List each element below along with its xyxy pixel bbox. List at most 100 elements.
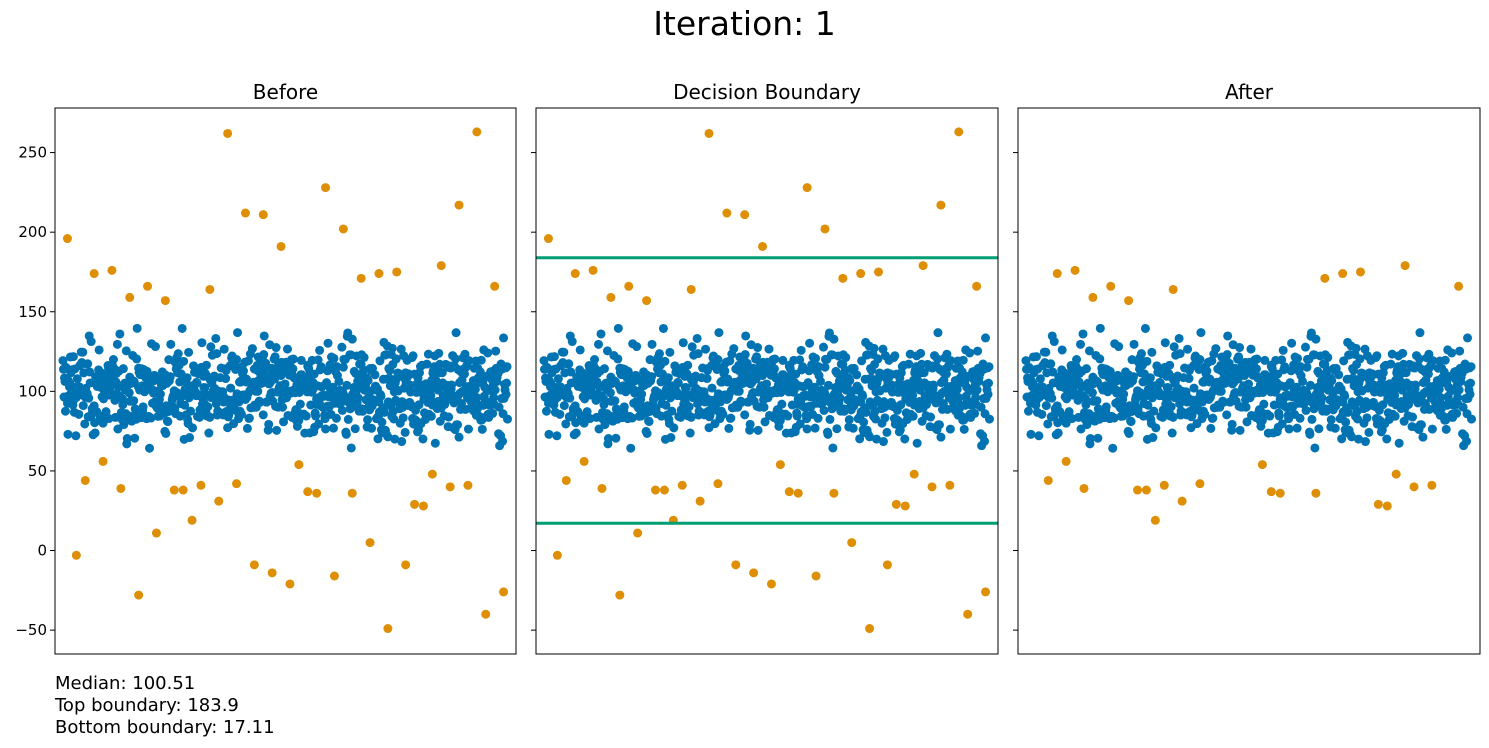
inlier-point <box>264 419 274 429</box>
inlier-point <box>663 373 673 383</box>
inlier-point <box>795 355 805 365</box>
inlier-point <box>1418 432 1428 442</box>
inlier-point <box>1295 413 1305 423</box>
inlier-point <box>1216 386 1226 396</box>
inlier-point <box>1293 353 1303 363</box>
inlier-point <box>912 438 922 448</box>
inlier-point <box>1285 378 1295 388</box>
inlier-point <box>394 369 404 379</box>
outlier-point <box>927 482 937 492</box>
inlier-point <box>78 401 88 411</box>
inlier-point <box>665 347 675 357</box>
inlier-point <box>1124 428 1134 438</box>
inlier-point <box>502 378 512 388</box>
outlier-point <box>802 183 812 193</box>
inlier-point <box>1441 424 1451 434</box>
inlier-point <box>1084 346 1094 356</box>
inlier-point <box>1242 417 1252 427</box>
inlier-point <box>740 410 750 420</box>
inlier-point <box>422 359 432 369</box>
inlier-point <box>1241 402 1251 412</box>
inlier-point <box>818 342 828 352</box>
inlier-point <box>1372 351 1382 361</box>
inlier-point <box>718 409 728 419</box>
inlier-point <box>724 423 734 433</box>
inlier-point <box>200 383 210 393</box>
inlier-point <box>692 333 702 343</box>
inlier-point <box>271 343 281 353</box>
inlier-point <box>400 427 410 437</box>
inlier-point <box>844 415 854 425</box>
top-boundary-text: Top boundary: 183.9 <box>55 695 239 716</box>
inlier-point <box>475 367 485 377</box>
inlier-point <box>1046 359 1056 369</box>
inlier-point <box>726 413 736 423</box>
inlier-point <box>1340 391 1350 401</box>
inlier-point <box>919 368 929 378</box>
inlier-point <box>463 424 473 434</box>
inlier-point <box>713 355 723 365</box>
inlier-point <box>673 378 683 388</box>
outlier-point <box>196 480 206 490</box>
inlier-point <box>1278 345 1288 355</box>
inlier-point <box>599 364 609 374</box>
inlier-point <box>1351 343 1361 353</box>
outlier-point <box>1338 269 1348 279</box>
inlier-point <box>1085 434 1095 444</box>
inlier-point <box>619 402 629 412</box>
inlier-point <box>242 423 252 433</box>
inlier-point <box>984 362 994 372</box>
inlier-point <box>1440 355 1450 365</box>
inlier-point <box>84 393 94 403</box>
inlier-point <box>1300 342 1310 352</box>
inlier-point <box>759 402 769 412</box>
inlier-point <box>1206 423 1216 433</box>
inlier-point <box>259 331 269 341</box>
inlier-point <box>565 393 575 403</box>
inlier-point <box>981 333 991 343</box>
inlier-point <box>1043 419 1053 429</box>
inlier-point <box>959 424 969 434</box>
inlier-point <box>1274 411 1284 421</box>
inlier-point <box>502 362 512 372</box>
axes-2: Decision Boundary <box>531 80 999 655</box>
inlier-point <box>802 424 812 434</box>
inlier-point <box>1166 402 1176 412</box>
inlier-point <box>118 400 128 410</box>
inlier-point <box>841 352 851 362</box>
inlier-point <box>145 443 155 453</box>
inlier-point <box>984 378 994 388</box>
inlier-point <box>1235 425 1245 435</box>
inlier-point <box>855 434 865 444</box>
outlier-point <box>392 267 402 277</box>
y-tick-label: 0 <box>37 542 47 560</box>
inlier-point <box>1463 333 1473 343</box>
outlier-point <box>1266 487 1276 497</box>
inlier-point <box>1439 367 1449 377</box>
inlier-point <box>1136 349 1146 359</box>
outlier-point <box>401 560 411 570</box>
inlier-point <box>226 383 236 393</box>
inlier-point <box>985 414 995 424</box>
inlier-point <box>627 413 637 423</box>
outlier-point <box>267 568 277 578</box>
inlier-point <box>952 384 962 394</box>
inlier-point <box>1026 429 1036 439</box>
inlier-point <box>232 355 242 365</box>
inlier-point <box>498 436 508 446</box>
inlier-point <box>1347 432 1357 442</box>
inlier-point <box>778 355 788 365</box>
inlier-point <box>1452 408 1462 418</box>
outlier-point <box>695 496 705 506</box>
inlier-point <box>58 356 68 366</box>
outlier-point <box>847 538 857 548</box>
inlier-point <box>1466 362 1476 372</box>
inlier-point <box>363 376 373 386</box>
inlier-point <box>389 414 399 424</box>
inlier-point <box>255 397 265 407</box>
inlier-point <box>900 434 910 444</box>
inlier-point <box>80 419 90 429</box>
inlier-point <box>972 385 982 395</box>
inlier-point <box>725 356 735 366</box>
inlier-point <box>753 425 763 435</box>
